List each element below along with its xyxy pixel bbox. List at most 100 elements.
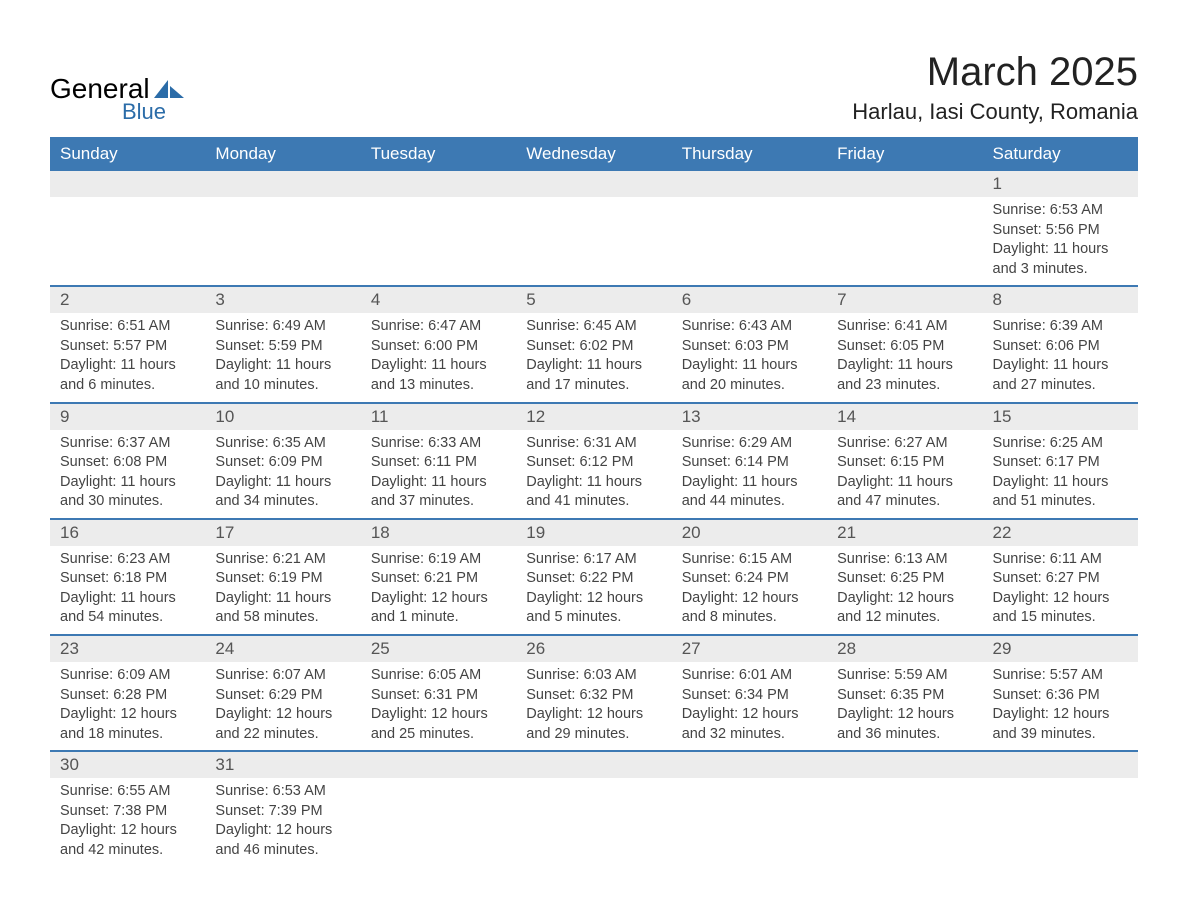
sunset-text: Sunset: 6:22 PM (526, 569, 661, 589)
day-details: Sunrise: 5:59 AMSunset: 6:35 PMDaylight:… (827, 662, 982, 750)
day-details: Sunrise: 6:21 AMSunset: 6:19 PMDaylight:… (205, 546, 360, 634)
sunset-text: Sunset: 5:57 PM (60, 337, 195, 357)
calendar-week-row: 23Sunrise: 6:09 AMSunset: 6:28 PMDayligh… (50, 636, 1138, 752)
sunrise-text: Sunrise: 6:09 AM (60, 666, 195, 686)
day-details: Sunrise: 6:53 AMSunset: 7:39 PMDaylight:… (205, 778, 360, 866)
calendar-day-cell: 31Sunrise: 6:53 AMSunset: 7:39 PMDayligh… (205, 752, 360, 866)
calendar-week-row: 30Sunrise: 6:55 AMSunset: 7:38 PMDayligh… (50, 752, 1138, 866)
daylight-text-2: and 15 minutes. (993, 608, 1128, 628)
day-number: 5 (516, 287, 671, 313)
calendar-day-cell (50, 171, 205, 285)
daylight-text-1: Daylight: 11 hours (837, 473, 972, 493)
calendar-week-row: 1Sunrise: 6:53 AMSunset: 5:56 PMDaylight… (50, 171, 1138, 287)
daylight-text-2: and 6 minutes. (60, 376, 195, 396)
day-number: 3 (205, 287, 360, 313)
day-details: Sunrise: 6:45 AMSunset: 6:02 PMDaylight:… (516, 313, 671, 401)
sunrise-text: Sunrise: 6:07 AM (215, 666, 350, 686)
day-number (516, 171, 671, 197)
calendar-day-cell: 21Sunrise: 6:13 AMSunset: 6:25 PMDayligh… (827, 520, 982, 634)
daylight-text-2: and 42 minutes. (60, 841, 195, 861)
day-number: 20 (672, 520, 827, 546)
calendar-day-cell: 8Sunrise: 6:39 AMSunset: 6:06 PMDaylight… (983, 287, 1138, 401)
sunrise-text: Sunrise: 6:37 AM (60, 434, 195, 454)
day-header-sunday: Sunday (50, 137, 205, 171)
sunset-text: Sunset: 6:21 PM (371, 569, 506, 589)
daylight-text-1: Daylight: 12 hours (371, 589, 506, 609)
calendar-day-cell (827, 171, 982, 285)
day-number: 24 (205, 636, 360, 662)
day-number: 6 (672, 287, 827, 313)
calendar-day-cell: 17Sunrise: 6:21 AMSunset: 6:19 PMDayligh… (205, 520, 360, 634)
calendar-body: 1Sunrise: 6:53 AMSunset: 5:56 PMDaylight… (50, 171, 1138, 867)
daylight-text-2: and 3 minutes. (993, 260, 1128, 280)
day-number (672, 752, 827, 778)
day-details: Sunrise: 6:35 AMSunset: 6:09 PMDaylight:… (205, 430, 360, 518)
calendar-day-cell (361, 171, 516, 285)
calendar-day-cell: 7Sunrise: 6:41 AMSunset: 6:05 PMDaylight… (827, 287, 982, 401)
day-number: 1 (983, 171, 1138, 197)
day-number: 12 (516, 404, 671, 430)
day-header-thursday: Thursday (672, 137, 827, 171)
sunrise-text: Sunrise: 6:03 AM (526, 666, 661, 686)
sunrise-text: Sunrise: 6:23 AM (60, 550, 195, 570)
daylight-text-2: and 36 minutes. (837, 725, 972, 745)
day-details: Sunrise: 6:31 AMSunset: 6:12 PMDaylight:… (516, 430, 671, 518)
day-details: Sunrise: 6:05 AMSunset: 6:31 PMDaylight:… (361, 662, 516, 750)
daylight-text-2: and 29 minutes. (526, 725, 661, 745)
logo-text-blue: Blue (122, 99, 166, 125)
sunrise-text: Sunrise: 6:21 AM (215, 550, 350, 570)
day-number: 27 (672, 636, 827, 662)
calendar-day-cell: 14Sunrise: 6:27 AMSunset: 6:15 PMDayligh… (827, 404, 982, 518)
calendar-day-cell: 23Sunrise: 6:09 AMSunset: 6:28 PMDayligh… (50, 636, 205, 750)
page-title: March 2025 (852, 50, 1138, 95)
sunset-text: Sunset: 6:24 PM (682, 569, 817, 589)
day-details: Sunrise: 6:41 AMSunset: 6:05 PMDaylight:… (827, 313, 982, 401)
calendar-day-cell: 28Sunrise: 5:59 AMSunset: 6:35 PMDayligh… (827, 636, 982, 750)
day-number: 4 (361, 287, 516, 313)
calendar-day-cell: 29Sunrise: 5:57 AMSunset: 6:36 PMDayligh… (983, 636, 1138, 750)
daylight-text-1: Daylight: 12 hours (837, 589, 972, 609)
daylight-text-1: Daylight: 12 hours (215, 705, 350, 725)
day-details: Sunrise: 6:53 AMSunset: 5:56 PMDaylight:… (983, 197, 1138, 285)
daylight-text-1: Daylight: 11 hours (993, 356, 1128, 376)
daylight-text-1: Daylight: 12 hours (526, 705, 661, 725)
day-details: Sunrise: 6:29 AMSunset: 6:14 PMDaylight:… (672, 430, 827, 518)
sunset-text: Sunset: 6:29 PM (215, 686, 350, 706)
sunrise-text: Sunrise: 6:39 AM (993, 317, 1128, 337)
daylight-text-1: Daylight: 12 hours (371, 705, 506, 725)
sunset-text: Sunset: 6:09 PM (215, 453, 350, 473)
logo: General Blue (50, 73, 184, 125)
daylight-text-2: and 46 minutes. (215, 841, 350, 861)
day-details: Sunrise: 6:15 AMSunset: 6:24 PMDaylight:… (672, 546, 827, 634)
daylight-text-2: and 58 minutes. (215, 608, 350, 628)
daylight-text-2: and 32 minutes. (682, 725, 817, 745)
daylight-text-1: Daylight: 12 hours (682, 589, 817, 609)
sunrise-text: Sunrise: 6:51 AM (60, 317, 195, 337)
day-number: 15 (983, 404, 1138, 430)
day-number: 2 (50, 287, 205, 313)
day-number (672, 171, 827, 197)
sunrise-text: Sunrise: 6:13 AM (837, 550, 972, 570)
day-number: 16 (50, 520, 205, 546)
day-details: Sunrise: 6:27 AMSunset: 6:15 PMDaylight:… (827, 430, 982, 518)
daylight-text-2: and 22 minutes. (215, 725, 350, 745)
sunset-text: Sunset: 6:15 PM (837, 453, 972, 473)
sunset-text: Sunset: 6:06 PM (993, 337, 1128, 357)
daylight-text-1: Daylight: 11 hours (993, 473, 1128, 493)
sunset-text: Sunset: 7:39 PM (215, 802, 350, 822)
daylight-text-1: Daylight: 11 hours (215, 356, 350, 376)
sunrise-text: Sunrise: 6:55 AM (60, 782, 195, 802)
daylight-text-2: and 17 minutes. (526, 376, 661, 396)
day-header-wednesday: Wednesday (516, 137, 671, 171)
sunrise-text: Sunrise: 6:33 AM (371, 434, 506, 454)
day-details: Sunrise: 6:55 AMSunset: 7:38 PMDaylight:… (50, 778, 205, 866)
day-number: 31 (205, 752, 360, 778)
calendar-day-cell: 22Sunrise: 6:11 AMSunset: 6:27 PMDayligh… (983, 520, 1138, 634)
sunset-text: Sunset: 6:31 PM (371, 686, 506, 706)
calendar-day-cell: 26Sunrise: 6:03 AMSunset: 6:32 PMDayligh… (516, 636, 671, 750)
calendar-day-cell (672, 171, 827, 285)
day-header-tuesday: Tuesday (361, 137, 516, 171)
day-number (361, 752, 516, 778)
daylight-text-1: Daylight: 12 hours (215, 821, 350, 841)
sunset-text: Sunset: 6:00 PM (371, 337, 506, 357)
